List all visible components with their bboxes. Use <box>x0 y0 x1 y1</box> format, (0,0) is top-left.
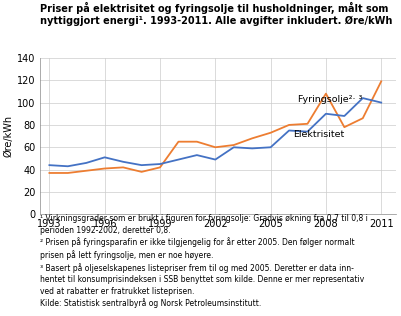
Text: Fyringsolje²· ³: Fyringsolje²· ³ <box>298 95 362 104</box>
Y-axis label: Øre/kWh: Øre/kWh <box>4 115 14 157</box>
Text: Elektrisitet: Elektrisitet <box>292 131 343 139</box>
Text: Priser på elektrisitet og fyringsolje til husholdninger, målt som
nyttiggjort en: Priser på elektrisitet og fyringsolje ti… <box>40 2 392 26</box>
Text: ¹ Virkningsgrader som er brukt i figuren for fyringsolje: Gradvis økning fra 0,7: ¹ Virkningsgrader som er brukt i figuren… <box>40 214 367 308</box>
